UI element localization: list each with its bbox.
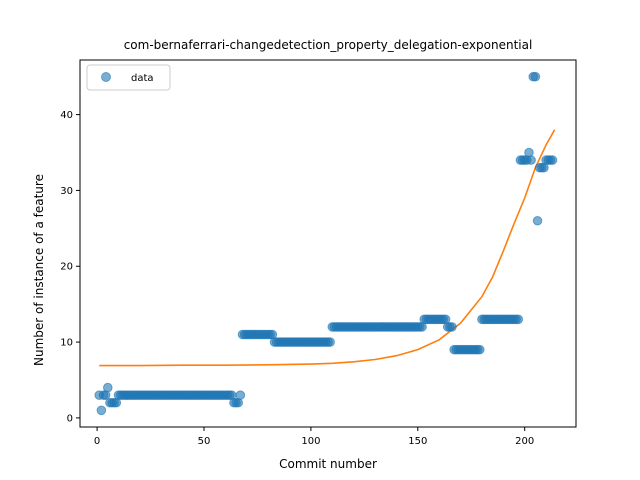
data-point	[102, 382, 113, 393]
fit-curve-layer	[99, 129, 556, 367]
data-point	[96, 405, 107, 416]
data-points-layer	[94, 71, 558, 416]
y-tick-label: 20	[60, 262, 73, 273]
data-point	[526, 155, 536, 165]
data-point	[447, 322, 457, 332]
data-point	[325, 337, 335, 347]
x-axis-ticks: 0 50 100 150 200	[94, 427, 534, 447]
y-tick-label: 10	[60, 338, 73, 349]
legend-label-data: data	[131, 73, 154, 84]
y-tick-label: 40	[60, 110, 73, 121]
x-tick-label: 150	[408, 436, 427, 447]
data-point	[235, 390, 246, 400]
fit-curve-line	[99, 129, 556, 367]
data-point	[513, 314, 524, 325]
legend-marker	[101, 72, 111, 82]
y-axis-label: Number of instance of a feature	[32, 174, 46, 366]
x-axis-label: Commit number	[279, 457, 377, 471]
axes-frame	[79, 59, 577, 428]
x-tick-label: 50	[198, 436, 211, 447]
plot-area-border	[79, 59, 577, 428]
x-tick-label: 0	[94, 436, 100, 447]
chart-title: com-bernaferrari-changedetection_propert…	[124, 38, 533, 52]
y-tick-label: 30	[60, 186, 73, 197]
legend-box	[86, 64, 171, 91]
data-point	[530, 71, 541, 82]
x-tick-label: 200	[515, 436, 534, 447]
data-point	[474, 344, 485, 355]
data-point	[547, 155, 558, 165]
data-point	[532, 215, 543, 226]
legend: data	[86, 64, 171, 91]
y-axis-ticks: 0 10 20 30 40	[60, 110, 80, 424]
y-tick-label: 0	[67, 413, 73, 424]
x-tick-label: 100	[301, 436, 320, 447]
